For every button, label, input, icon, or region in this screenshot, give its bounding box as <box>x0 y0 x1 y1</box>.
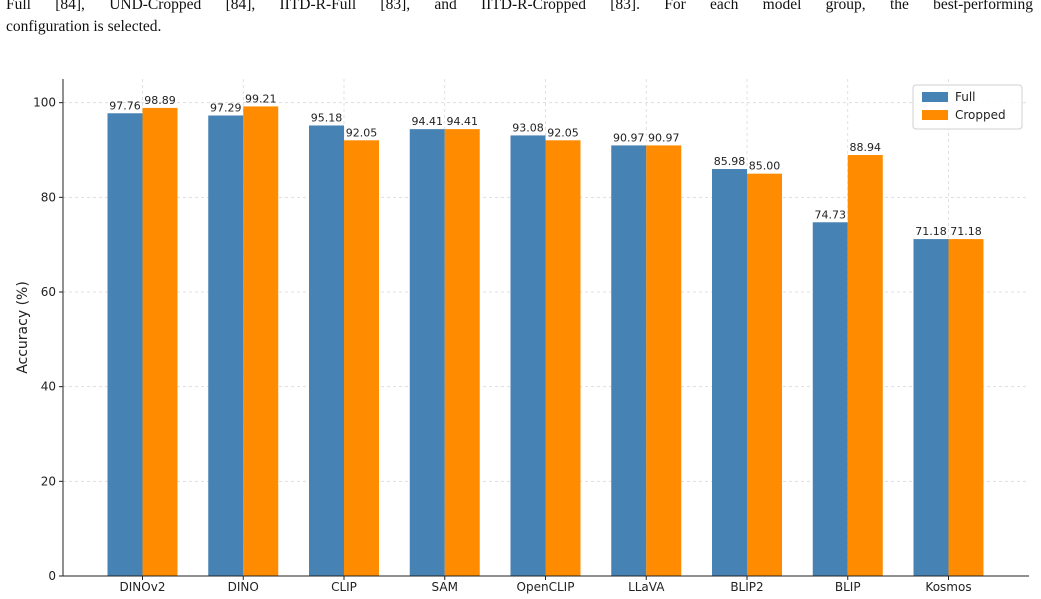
bar-cropped-blip <box>847 155 883 576</box>
bar-full-dinov2 <box>107 113 143 576</box>
x-tick-label-blip2: BLIP2 <box>730 580 763 594</box>
y-axis-title: Accuracy (%) <box>15 281 31 374</box>
caption-line-2: configuration is selected. <box>6 18 162 35</box>
bar-cropped-sam <box>444 129 480 576</box>
bar-full-kosmos <box>913 239 949 576</box>
legend-label-cropped: Cropped <box>955 108 1006 122</box>
value-label-cropped-blip2: 85.00 <box>749 160 781 173</box>
value-label-full-dino: 97.29 <box>210 101 242 114</box>
value-label-cropped-openclip: 92.05 <box>547 126 579 139</box>
bar-cropped-clip <box>344 140 379 576</box>
x-tick-label-clip: CLIP <box>331 580 357 594</box>
x-tick-label-dinov2: DINOv2 <box>120 580 166 594</box>
legend-swatch-full <box>922 92 948 102</box>
value-label-full-blip: 74.73 <box>815 208 847 221</box>
bar-full-openclip <box>510 135 546 576</box>
value-label-full-blip2: 85.98 <box>714 155 746 168</box>
caption-line-1: Full [84], UND-Cropped [84], IITD-R-Full… <box>6 0 1033 13</box>
x-tick-label-kosmos: Kosmos <box>925 580 971 594</box>
value-label-cropped-dinov2: 98.89 <box>144 94 176 107</box>
value-label-cropped-clip: 92.05 <box>346 126 378 139</box>
y-tick-label-60: 60 <box>41 285 56 299</box>
bars-layer <box>107 106 984 577</box>
value-label-cropped-llava: 90.97 <box>648 131 680 144</box>
y-tick-label-80: 80 <box>41 190 56 204</box>
y-tick-label-0: 0 <box>48 569 56 583</box>
value-label-cropped-kosmos: 71.18 <box>950 225 982 238</box>
bar-cropped-dinov2 <box>142 107 178 577</box>
y-tick-label-20: 20 <box>41 474 56 488</box>
bar-cropped-openclip <box>545 140 581 576</box>
value-label-full-openclip: 93.08 <box>512 121 544 134</box>
axes-layer: 0 20 40 60 80 100 DINOv2 DINO CLIP SAM OpenCLIP LLa… <box>15 79 1029 594</box>
value-label-full-dinov2: 97.76 <box>109 99 141 112</box>
y-tick-label-100: 100 <box>33 96 56 110</box>
bar-full-llava <box>611 145 647 576</box>
legend-label-full: Full <box>955 90 976 104</box>
legend-swatch-cropped <box>922 110 948 120</box>
x-tick-label-openclip: OpenCLIP <box>517 580 575 594</box>
legend: Full Cropped <box>912 84 1023 130</box>
value-label-full-kosmos: 71.18 <box>915 225 947 238</box>
x-tick-label-blip: BLIP <box>835 580 861 594</box>
bar-full-dino <box>208 115 244 576</box>
bar-cropped-kosmos <box>948 239 984 576</box>
bar-full-clip <box>309 125 344 577</box>
value-label-full-clip: 95.18 <box>311 111 343 124</box>
value-label-cropped-sam: 94.41 <box>447 115 479 128</box>
y-tick-label-40: 40 <box>41 380 56 394</box>
figure-caption: Full [84], UND-Cropped [84], IITD-R-Full… <box>6 0 1033 38</box>
value-label-cropped-blip: 88.94 <box>850 141 882 154</box>
value-label-full-sam: 94.41 <box>412 115 444 128</box>
value-labels-layer: 97.76 97.29 95.18 94.41 93.08 90.97 85.98 74.73… <box>109 92 982 238</box>
value-label-cropped-dino: 99.21 <box>245 92 277 105</box>
value-label-full-llava: 90.97 <box>613 131 645 144</box>
x-tick-label-llava: LLaVA <box>628 580 665 594</box>
bar-cropped-llava <box>646 145 682 576</box>
bar-full-sam <box>409 129 445 576</box>
bar-full-blip <box>812 222 848 576</box>
x-tick-label-sam: SAM <box>432 580 458 594</box>
bar-cropped-blip2 <box>747 173 782 576</box>
x-tick-label-dino: DINO <box>228 580 259 594</box>
bar-cropped-dino <box>243 106 279 576</box>
bar-full-blip2 <box>712 169 747 576</box>
